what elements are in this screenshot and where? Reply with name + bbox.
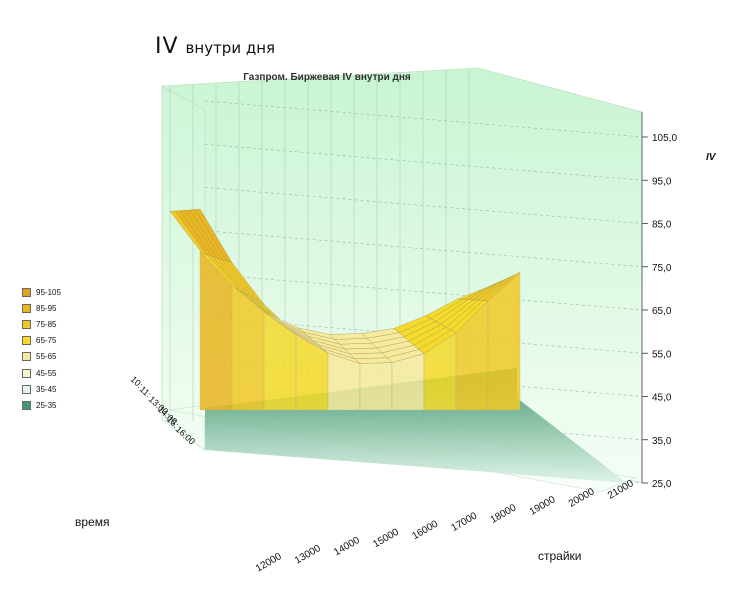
page-title-rest: внутри дня: [185, 39, 276, 57]
legend-swatch-0: [22, 287, 31, 297]
legend-item-5: 45-55: [22, 365, 102, 381]
surface-cell-5-5: [329, 333, 368, 340]
z-gridline-6: [204, 187, 643, 224]
legend: 95-105 85-95 75-85 65-75 55-65 45-55 35-45 25-3…: [22, 284, 102, 414]
surface-slab-5: [359, 362, 393, 411]
surface-cell-5-9: [457, 283, 496, 300]
legend-item-7: 25-35: [22, 397, 102, 413]
legend-label-7: 25-35: [36, 400, 57, 410]
legend-swatch-1: [22, 303, 31, 313]
legend-label-2: 75-85: [36, 319, 57, 329]
x-axis-label: страйки: [538, 549, 582, 563]
legend-swatch-5: [22, 368, 31, 378]
legend-item-6: 35-45: [22, 381, 102, 397]
legend-item-3: 65-75: [22, 333, 102, 349]
z-gridline-7: [204, 143, 643, 181]
legend-item-1: 85-95: [22, 300, 102, 316]
z-tick-label-4: 65,0: [652, 306, 672, 317]
z-tick-label-0: 25,0: [652, 479, 672, 490]
legend-swatch-6: [22, 384, 31, 394]
legend-swatch-7: [22, 400, 31, 410]
legend-item-0: 95-105: [22, 284, 102, 300]
strike-tick-label-0: 12000: [254, 551, 284, 575]
legend-label-5: 45-55: [36, 368, 57, 378]
legend-swatch-2: [22, 319, 31, 329]
surface-slab-6: [391, 353, 425, 411]
legend-label-1: 85-95: [36, 303, 57, 313]
legend-label-4: 55-65: [36, 352, 57, 362]
z-gridline-5: [204, 230, 643, 268]
z-gridline-8: [204, 100, 643, 138]
z-tick-label-8: 105,0: [652, 133, 677, 144]
page-title-iv: IV: [155, 34, 179, 59]
z-tick-label-1: 35,0: [652, 436, 672, 447]
legend-item-2: 75-85: [22, 316, 102, 332]
legend-label-6: 35-45: [36, 384, 57, 394]
strike-tick-label-8: 20000: [567, 486, 597, 510]
z-gridline-4: [204, 273, 643, 311]
z-tick-label-7: 95,0: [652, 176, 672, 187]
chart-title: Газпром. Биржевая IV внутри дня: [243, 72, 411, 83]
page-title: IV внутри дня: [155, 34, 275, 59]
strike-tick-label-4: 16000: [410, 518, 440, 542]
z-tick-label-6: 85,0: [652, 220, 672, 231]
legend-swatch-3: [22, 336, 31, 346]
iv-surface: [169, 208, 627, 483]
y-axis-label: время: [75, 515, 110, 529]
z-tick-label-3: 55,0: [652, 349, 672, 360]
z-axis-label: IV: [706, 152, 717, 163]
strike-tick-label-5: 17000: [450, 510, 480, 534]
legend-label-3: 65-75: [36, 336, 57, 346]
legend-item-4: 55-65: [22, 349, 102, 365]
strike-tick-label-2: 14000: [332, 535, 362, 559]
strike-tick-label-6: 18000: [489, 502, 519, 526]
side-wall: [161, 85, 206, 451]
strike-tick-label-7: 19000: [528, 494, 558, 518]
z-tick-label-2: 45,0: [652, 393, 672, 404]
z-tick-label-5: 75,0: [652, 263, 672, 274]
legend-swatch-4: [22, 352, 31, 362]
strike-tick-label-1: 13000: [293, 543, 323, 567]
legend-label-0: 95-105: [36, 287, 61, 297]
strike-tick-label-3: 15000: [371, 527, 401, 551]
